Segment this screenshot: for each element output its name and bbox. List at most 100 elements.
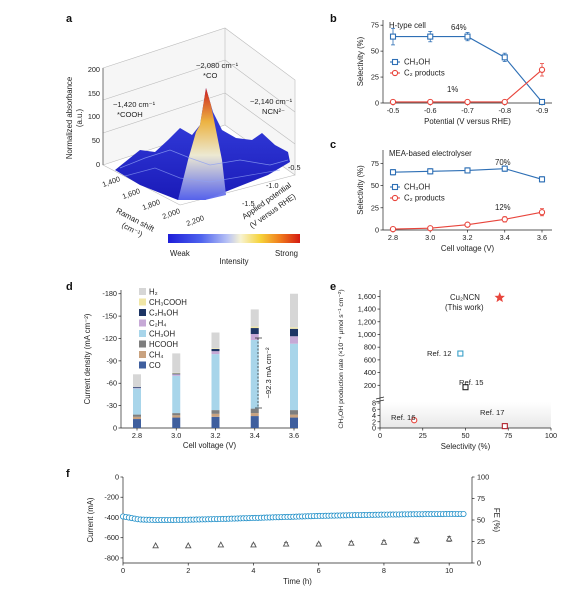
data-point — [501, 165, 508, 172]
bar-segment — [172, 375, 181, 414]
x-tick-label: -0.6 — [424, 106, 437, 115]
x-axis-label: Time (h) — [283, 577, 312, 586]
x-tick-label: 2.8 — [132, 431, 142, 440]
legend-swatch — [139, 319, 146, 327]
panel-b-plot: -0.5 -0.6 -0.7 -0.8 -0.9 0 25 50 75 Potential (V … — [356, 20, 552, 126]
axis-break-mark — [375, 396, 385, 400]
y-left-axis-label: Current (mA) — [86, 497, 95, 542]
x-tick-label: 100 — [545, 431, 557, 440]
bar-segment — [211, 332, 220, 349]
panel-d-plot: -180 -150 -120 -90 -60 -30 0 Current density (m… — [83, 288, 299, 451]
y-right-tick-label: 75 — [477, 494, 485, 503]
panel-d: d -180 -150 -120 -90 -60 -30 0 Current density … — [66, 281, 299, 450]
fe-point — [250, 541, 257, 548]
data-point — [464, 221, 471, 228]
bar-segment — [133, 388, 141, 415]
bar-segment — [250, 326, 259, 329]
y-tick-label: 1,200 — [358, 317, 376, 326]
bar-segment — [133, 414, 141, 417]
data-point — [389, 98, 397, 106]
data-point — [464, 33, 471, 40]
data-point — [389, 169, 397, 176]
data-point — [462, 384, 469, 391]
y-tick-label: 0 — [375, 226, 379, 235]
bar-segment — [250, 413, 259, 417]
bar-segment — [290, 417, 298, 428]
bar-segment — [211, 351, 220, 355]
panel-a-x-tick: 1,400 — [101, 174, 121, 189]
y-tick-label: 50 — [371, 181, 379, 190]
y-tick-label: 25 — [371, 203, 379, 212]
panel-a-y-tick: -1.0 — [266, 181, 279, 190]
legend-label: C₂H₄ — [149, 319, 166, 328]
legend-swatch — [139, 309, 146, 316]
bar-segment — [211, 410, 220, 414]
y-tick-label: -180 — [102, 289, 117, 298]
bar-segment — [250, 339, 259, 409]
panel-a-z-unit: (a.u.) — [75, 109, 84, 128]
bar-segment — [250, 334, 259, 340]
bar-segment — [250, 416, 259, 428]
y-left-tick-label: -200 — [104, 493, 119, 502]
colorbar-title: Intensity — [219, 257, 248, 266]
colorbar-low-label: Weak — [170, 249, 190, 258]
bar-segment — [172, 413, 181, 416]
legend-label: CH₃OH — [404, 183, 430, 192]
y-tick-label: 0 — [372, 424, 376, 433]
panel-b-callout-methanol: 64% — [451, 23, 467, 32]
legend-swatch — [139, 330, 146, 337]
bar-segment — [290, 327, 298, 329]
y-tick-label: 0 — [375, 99, 379, 108]
x-tick-label: 3.6 — [289, 431, 299, 440]
axis-break-mark — [375, 399, 385, 403]
x-tick-label: 25 — [419, 431, 427, 440]
panel-a-3d-box — [102, 27, 296, 206]
lower-axis-band — [380, 402, 551, 428]
panel-a-x-tick: 2,200 — [185, 213, 205, 228]
legend-label: CH₃OH — [149, 330, 175, 339]
x-tick-label: 2.8 — [388, 233, 398, 242]
data-point — [411, 417, 418, 424]
panel-a-colorbar: Weak Intensity Strong — [168, 234, 300, 266]
x-tick-label: 3.2 — [210, 431, 220, 440]
panel-f-plot: 0 2 4 6 8 10 -800 -600 -400 -200 0 0 25 50 75 100 Time (… — [86, 473, 501, 587]
y-tick-label: 200 — [364, 381, 376, 390]
bar-segment — [290, 343, 298, 411]
data-point — [427, 225, 434, 232]
x-tick-label: 4 — [251, 566, 255, 575]
x-tick-label: -0.5 — [387, 106, 400, 115]
panel-d-bracket: ~92.3 mA cm⁻² — [255, 337, 273, 409]
y-tick-label: -150 — [102, 312, 117, 321]
panel-e-cu2ncn-sub: (This work) — [445, 303, 484, 312]
legend-label: H₂ — [149, 288, 158, 297]
bar-segment — [250, 309, 259, 327]
bar-segment — [290, 410, 298, 415]
y-tick-label: 400 — [364, 368, 376, 377]
x-tick-label: 6 — [317, 566, 321, 575]
legend-label: C₂ products — [404, 69, 445, 78]
bar-segment — [211, 416, 220, 428]
fe-point — [347, 539, 355, 546]
y-tick-label: 25 — [371, 73, 379, 82]
data-point — [389, 33, 397, 40]
fe-point — [315, 540, 323, 547]
panel-e-cu2ncn-label: Cu₂NCN — [450, 293, 480, 302]
panel-c-callout-methanol: 70% — [495, 158, 511, 167]
panel-a-z-tick: 0 — [96, 160, 100, 169]
bar-segment — [290, 414, 298, 418]
bar-segment — [290, 293, 298, 328]
panel-a-x-tick: 1,600 — [121, 186, 141, 201]
panel-a-x-tick: 1,800 — [141, 197, 161, 212]
annotation-cooh-species: *COOH — [117, 110, 143, 119]
bar-segment — [250, 408, 259, 414]
y-axis-label: Selectivity (%) — [356, 165, 365, 215]
x-tick-label: 10 — [445, 566, 453, 575]
legend-marker — [391, 194, 399, 202]
y-tick-label: 800 — [364, 343, 376, 352]
data-point — [501, 98, 508, 106]
bar-segment — [133, 386, 141, 388]
legend-swatch — [139, 361, 146, 369]
y-tick-label: -90 — [106, 356, 117, 365]
bar-segment — [172, 374, 181, 376]
